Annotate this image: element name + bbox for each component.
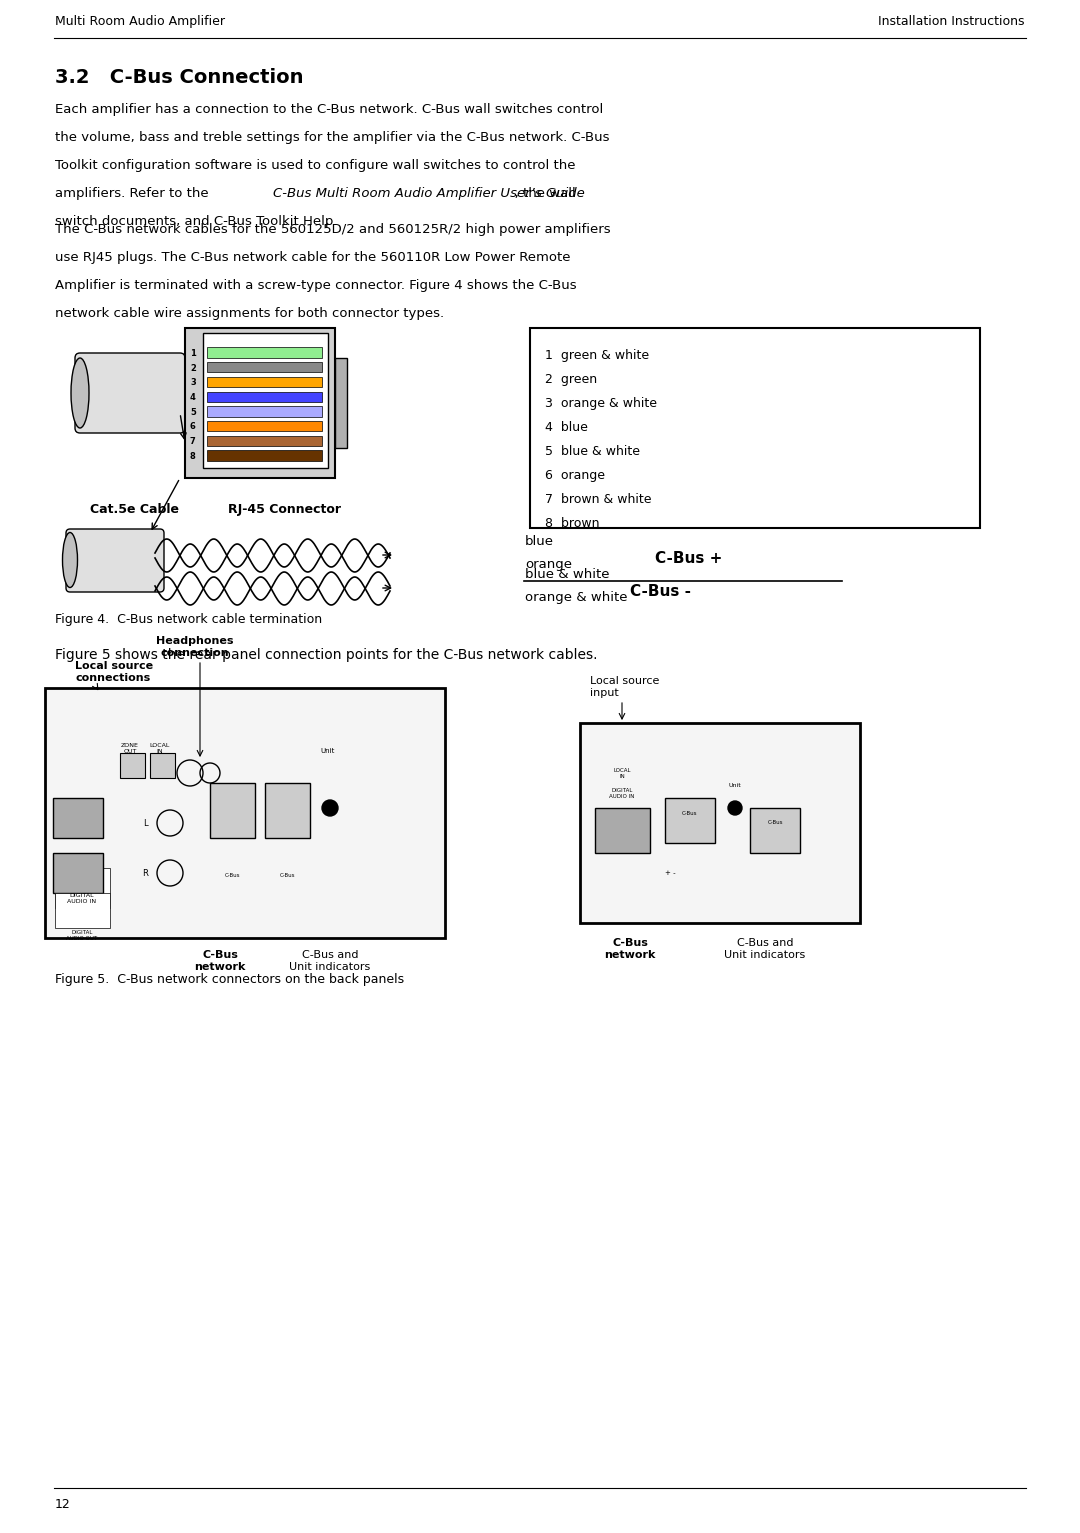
Text: blue & white: blue & white	[525, 569, 609, 581]
Text: The C-Bus network cables for the 560125D/2 and 560125R/2 high power amplifiers: The C-Bus network cables for the 560125D…	[55, 222, 610, 236]
Text: Headphones
connection: Headphones connection	[157, 636, 233, 658]
Text: 6: 6	[190, 423, 195, 431]
Bar	[265, 783, 310, 839]
Text: use RJ45 plugs. The C-Bus network cable for the 560110R Low Power Remote: use RJ45 plugs. The C-Bus network cable …	[55, 251, 570, 264]
Text: C-Bus and
Unit indicators: C-Bus and Unit indicators	[289, 950, 370, 972]
Text: 4  blue: 4 blue	[545, 422, 588, 434]
Text: 2: 2	[190, 363, 195, 373]
Bar	[210, 783, 255, 839]
FancyBboxPatch shape	[66, 529, 164, 592]
Text: C-Bus Multi Room Audio Amplifier User’s Guide: C-Bus Multi Room Audio Amplifier User’s …	[273, 187, 584, 199]
Text: C-Bus: C-Bus	[683, 811, 698, 816]
Text: Local source
connections: Local source connections	[75, 661, 153, 684]
Text: 8: 8	[190, 452, 195, 461]
Text: the volume, bass and treble settings for the amplifier via the C-Bus network. C-: the volume, bass and treble settings for…	[55, 130, 609, 144]
Text: 4: 4	[190, 392, 195, 402]
Bar	[207, 406, 322, 417]
Bar	[207, 348, 322, 357]
Text: Local source
input: Local source input	[590, 676, 660, 698]
Text: C-Bus -: C-Bus -	[630, 584, 691, 598]
Ellipse shape	[71, 359, 89, 428]
Text: 8  brown: 8 brown	[545, 517, 599, 530]
Circle shape	[728, 802, 742, 816]
Bar	[530, 328, 980, 527]
Text: 6  orange: 6 orange	[545, 469, 605, 481]
Text: Figure 5 shows the rear panel connection points for the C-Bus network cables.: Figure 5 shows the rear panel connection…	[55, 648, 597, 662]
Text: + -: + -	[664, 871, 675, 875]
Text: Unit: Unit	[321, 748, 335, 754]
Text: orange: orange	[525, 558, 572, 570]
Text: DIGITAL
AUDIO IN: DIGITAL AUDIO IN	[67, 894, 96, 904]
Bar	[55, 868, 110, 908]
Bar	[595, 808, 650, 852]
Bar	[207, 422, 322, 431]
Text: R: R	[143, 869, 148, 877]
Text: Multi Room Audio Amplifier: Multi Room Audio Amplifier	[55, 15, 225, 28]
Text: DIGITAL
AUDIO OUT: DIGITAL AUDIO OUT	[67, 931, 97, 941]
Bar	[207, 391, 322, 402]
Bar	[120, 753, 145, 779]
Ellipse shape	[63, 532, 78, 587]
Bar	[45, 688, 445, 938]
Text: switch documents, and C-Bus Toolkit Help.: switch documents, and C-Bus Toolkit Help…	[55, 215, 337, 228]
Bar	[207, 451, 322, 460]
Text: ZONE
OUT: ZONE OUT	[121, 744, 139, 754]
Bar	[335, 359, 347, 448]
Text: Installation Instructions: Installation Instructions	[878, 15, 1025, 28]
Text: blue: blue	[525, 535, 554, 547]
Text: Figure 4.  C-Bus network cable termination: Figure 4. C-Bus network cable terminatio…	[55, 613, 322, 625]
Text: 1  green & white: 1 green & white	[545, 348, 649, 362]
Bar	[55, 894, 110, 927]
Text: 3  orange & white: 3 orange & white	[545, 397, 657, 409]
Text: C-Bus: C-Bus	[280, 872, 295, 878]
Text: DIGITAL
AUDIO IN: DIGITAL AUDIO IN	[609, 788, 635, 799]
Text: 7: 7	[190, 437, 195, 446]
Bar	[53, 852, 103, 894]
Text: 2  green: 2 green	[545, 373, 597, 386]
Text: C-Bus and
Unit indicators: C-Bus and Unit indicators	[725, 938, 806, 960]
Bar	[580, 724, 860, 923]
Text: Toolkit configuration software is used to configure wall switches to control the: Toolkit configuration software is used t…	[55, 159, 576, 172]
Bar	[207, 435, 322, 446]
Text: Figure 5.  C-Bus network connectors on the back panels: Figure 5. C-Bus network connectors on th…	[55, 973, 404, 986]
Text: RJ-45 Connector: RJ-45 Connector	[229, 503, 341, 517]
Text: 1: 1	[190, 350, 195, 357]
Text: C-Bus: C-Bus	[767, 820, 783, 825]
Circle shape	[322, 800, 338, 816]
Text: network cable wire assignments for both connector types.: network cable wire assignments for both …	[55, 307, 444, 320]
Text: Unit: Unit	[729, 783, 741, 788]
Bar	[207, 377, 322, 388]
Text: LOCAL
IN: LOCAL IN	[613, 768, 631, 779]
Text: L: L	[143, 819, 147, 828]
Text: amplifiers. Refer to the                                                        : amplifiers. Refer to the	[55, 187, 576, 199]
FancyBboxPatch shape	[75, 353, 185, 432]
Text: 12: 12	[55, 1498, 71, 1512]
Text: 3: 3	[190, 379, 195, 388]
Text: LOCAL
IN: LOCAL IN	[150, 744, 171, 754]
Text: C-Bus +: C-Bus +	[654, 550, 723, 566]
Text: Cat.5e Cable: Cat.5e Cable	[91, 503, 179, 517]
Bar	[203, 333, 328, 468]
Text: C-Bus
network: C-Bus network	[605, 938, 656, 960]
Bar	[665, 799, 715, 843]
Bar	[150, 753, 175, 779]
Bar	[185, 328, 335, 478]
Bar	[207, 362, 322, 373]
Text: 3.2   C-Bus Connection: 3.2 C-Bus Connection	[55, 67, 303, 87]
Text: orange & white: orange & white	[525, 592, 627, 604]
Text: 5: 5	[190, 408, 195, 417]
Text: Amplifier is terminated with a screw-type connector. Figure 4 shows the C-Bus: Amplifier is terminated with a screw-typ…	[55, 279, 577, 291]
Text: C-Bus
network: C-Bus network	[194, 950, 245, 972]
Bar	[750, 808, 800, 852]
Text: 5  blue & white: 5 blue & white	[545, 445, 640, 458]
Text: 7  brown & white: 7 brown & white	[545, 494, 651, 506]
Text: C-Bus: C-Bus	[225, 872, 240, 878]
Text: Each amplifier has a connection to the C-Bus network. C-Bus wall switches contro: Each amplifier has a connection to the C…	[55, 103, 604, 117]
Bar	[53, 799, 103, 839]
